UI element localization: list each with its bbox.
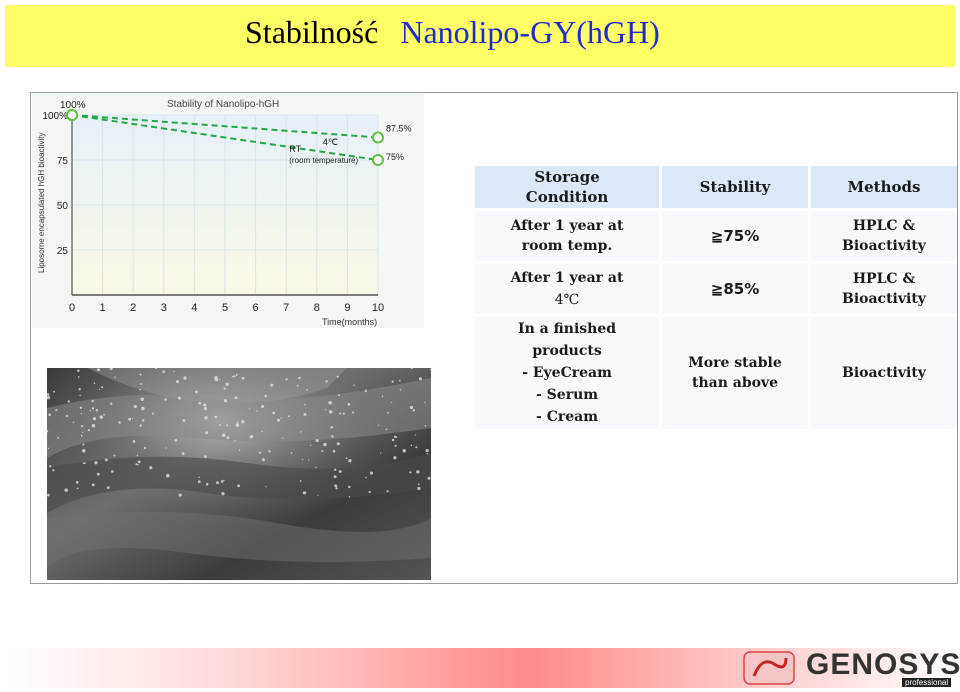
data-point-end-1 (372, 154, 384, 166)
logo-text: GENOSYS (806, 648, 960, 681)
x-tick-label: 2 (130, 302, 136, 314)
logo-emblem-icon (743, 651, 795, 685)
x-tick-label: 1 (100, 302, 106, 314)
series-label-4c: 4℃ (323, 137, 338, 147)
x-axis-label: Time(months) (322, 317, 377, 327)
y-axis-label: Liposome encapsulated hGH bioactivity (37, 132, 46, 273)
row2-stability: ≧85% (662, 264, 808, 314)
page-title: Stabilność Nanolipo-GY(hGH) (245, 14, 660, 51)
series-line-1 (71, 114, 379, 161)
header-stability: Stability (662, 166, 808, 208)
start-label-100: 100% (60, 100, 86, 111)
stability-table: Storage Condition Stability Methods After… (472, 163, 960, 432)
y-tick-label: 75 (57, 156, 69, 167)
header-methods: Methods (810, 166, 957, 208)
series-line-0 (71, 114, 379, 139)
row1-condition: After 1 year at room temp. (475, 211, 660, 261)
x-tick-label: 0 (69, 302, 75, 314)
end-label-0: 87.5% (386, 124, 412, 134)
x-tick-label: 4 (191, 302, 197, 314)
series-sublabel-rt: (room temperature) (289, 156, 358, 165)
row2-condition: After 1 year at 4℃ (475, 264, 660, 314)
footer-gradient-bar (5, 648, 955, 688)
chart-title: Stability of Nanolipo-hGH (167, 99, 279, 110)
x-tick-label: 10 (372, 302, 384, 314)
row1-stability: ≧75% (662, 211, 808, 261)
x-tick-label: 6 (253, 302, 259, 314)
row3-methods: Bioactivity (810, 317, 957, 429)
x-tick-label: 3 (161, 302, 167, 314)
sem-micrograph-image (47, 368, 431, 580)
title-part1: Stabilność (245, 14, 379, 50)
series-label-rt: RT (289, 144, 301, 154)
title-bar (5, 5, 955, 67)
row3-stability: More stable than above (662, 317, 808, 429)
end-label-1: 75% (386, 152, 404, 162)
stability-chart: 0 1 2 3 4 5 6 7 8 9 10 25 50 75 100% Stability of Nano… (32, 93, 424, 328)
x-tick-label: 7 (283, 302, 289, 314)
y-tick-label: 25 (57, 246, 69, 257)
row3-condition: In a finished products - EyeCream - Serum - … (475, 317, 660, 429)
y-tick-label: 100% (42, 111, 68, 122)
x-tick-label: 5 (222, 302, 228, 314)
x-tick-label: 8 (314, 302, 320, 314)
data-point-end-0 (372, 131, 384, 144)
row2-methods: HPLC & Bioactivity (810, 264, 957, 314)
x-tick-label: 9 (344, 302, 350, 314)
header-storage-condition: Storage Condition (475, 166, 660, 208)
logo-subtext: professional (902, 678, 952, 687)
y-tick-label: 50 (57, 201, 69, 212)
genosys-logo: GENOSYS professional (740, 646, 960, 688)
data-point-start-1 (66, 109, 78, 121)
row1-methods: HPLC & Bioactivity (810, 211, 957, 261)
title-part2: Nanolipo-GY(hGH) (400, 14, 660, 50)
chart-svg: 0 1 2 3 4 5 6 7 8 9 10 25 50 75 100% Stability of Nano… (37, 99, 412, 327)
